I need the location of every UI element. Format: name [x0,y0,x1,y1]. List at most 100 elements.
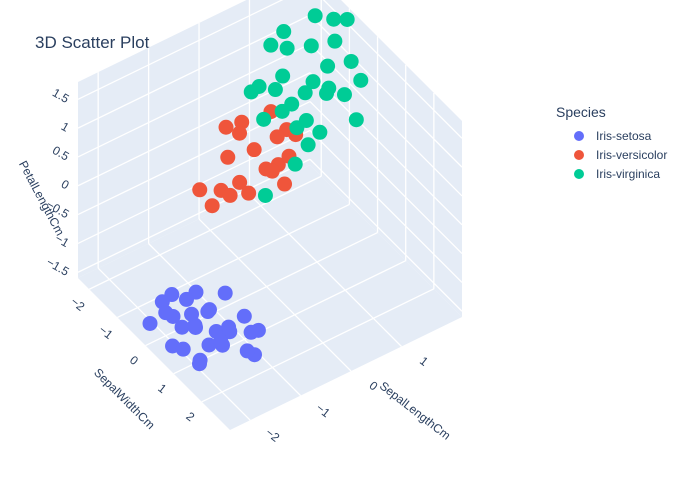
y-tick-label: −2 [68,294,88,314]
x-tick-label: 1 [417,354,431,369]
legend: Species Iris-setosa Iris-versicolor Iris… [556,104,667,183]
point-virginica [307,8,323,24]
point-virginica [326,11,342,27]
legend-marker [574,168,584,179]
back-wall-plane [78,0,310,278]
legend-item-versicolor[interactable]: Iris-versicolor [574,145,667,164]
z-tick-label: −1.5 [44,255,72,279]
point-virginica [312,124,328,140]
z-tick-label: 0 [59,177,72,193]
point-virginica [256,111,272,127]
point-versicolor [277,176,293,192]
y-gridline [173,260,406,375]
chart-title: 3D Scatter Plot [35,33,150,52]
floor-plane [78,165,462,430]
point-virginica [303,38,319,54]
point-setosa [217,285,233,301]
y-tick-label: 0 [127,353,141,368]
point-setosa [239,343,255,359]
point-virginica [289,120,305,136]
z-tick-label: 1.5 [50,85,72,106]
point-versicolor [232,174,248,190]
point-virginica [336,87,352,103]
z-gridline [77,0,284,100]
z-tick-label: −1 [53,231,72,250]
point-versicolor [222,187,238,203]
point-virginica [257,187,273,203]
point-versicolor [192,182,208,198]
point-setosa [142,315,158,331]
legend-label: Iris-setosa [596,128,652,143]
y-axis-title: SepalWidthCm [91,366,157,432]
point-setosa [243,324,259,340]
point-setosa [174,319,190,335]
x-tick-label: −2 [263,425,283,445]
y-tick-label: −1 [96,323,116,343]
point-setosa [222,324,238,340]
z-axis-title: PetalLengthCm [16,158,67,238]
z-gridline [309,72,463,226]
point-virginica [297,85,313,101]
side-wall-plane [310,0,462,317]
point-virginica [343,53,359,69]
z-gridline [309,158,463,312]
point-virginica [275,68,291,84]
z-gridline [309,101,463,255]
point-virginica [348,112,364,128]
point-virginica [274,103,290,119]
legend-label: Iris-virginica [596,166,661,181]
point-versicolor [269,129,285,145]
point-setosa [175,341,191,357]
point-setosa [178,291,194,307]
z-gridline [77,43,311,158]
point-setosa [213,333,229,349]
point-virginica [287,156,303,172]
point-virginica [279,40,295,56]
z-gridline [77,101,311,216]
legend-marker [574,149,584,160]
z-gridline [309,43,463,197]
x-tick-label: −1 [313,401,333,421]
point-setosa [192,352,208,368]
legend-title: Species [556,104,606,120]
x-gridline [148,243,302,397]
z-gridline [77,14,311,129]
point-versicolor [241,185,257,201]
y-tick-label: 2 [183,409,197,424]
point-virginica [276,24,292,40]
z-gridline [309,129,463,283]
point-virginica [251,79,267,95]
point-virginica [320,58,336,74]
point-versicolor [220,149,236,165]
point-setosa [200,304,216,320]
point-versicolor [204,198,220,214]
x-axis-title: SepalLengthCm [377,379,453,443]
point-setosa [158,305,174,321]
y-tick-label: 1 [155,381,169,396]
z-gridline [322,0,463,139]
y-gridline [88,175,322,290]
point-virginica [353,72,369,88]
point-setosa [188,319,204,335]
legend-label: Iris-versicolor [596,147,668,162]
point-virginica [327,33,343,49]
scene: −2−101−2−1012−1.5−1−0.500.511.5SepalLeng… [16,0,463,445]
point-virginica [263,37,279,53]
y-gridline [201,288,435,403]
point-versicolor [246,142,262,158]
legend-marker [574,130,584,141]
legend-item-virginica[interactable]: Iris-virginica [574,164,667,183]
z-tick-label: 1 [59,119,72,135]
point-versicolor [264,163,280,179]
point-virginica [267,82,283,98]
point-virginica [319,85,335,101]
point-versicolor [232,125,248,141]
legend-item-setosa[interactable]: Iris-setosa [574,126,667,145]
point-virginica [305,74,321,90]
point-virginica [339,11,355,27]
point-setosa [236,308,252,324]
x-gridline [198,218,352,372]
z-tick-label: 0.5 [50,143,72,164]
x-gridline [249,194,402,347]
